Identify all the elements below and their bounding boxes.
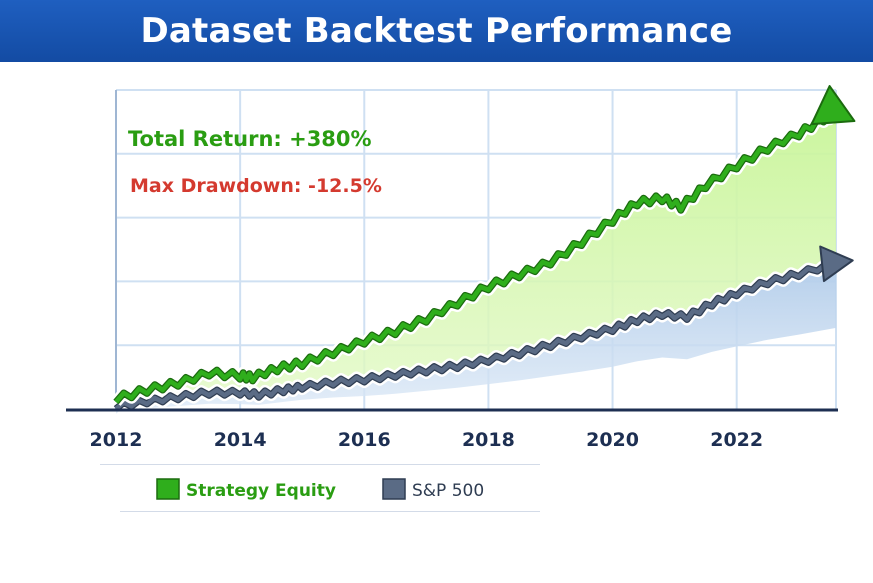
- chart-title: Dataset Backtest Performance: [140, 11, 733, 51]
- x-tick-label: 2012: [90, 429, 143, 451]
- legend-divider-top: [100, 464, 540, 465]
- legend: Strategy Equity S&P 500: [156, 478, 484, 501]
- sp500-arrowhead: [819, 245, 854, 283]
- x-axis: 2012 2014 2016 2018 2020 2022: [66, 408, 838, 451]
- benchmark-fill: [116, 267, 836, 414]
- x-tick-label: 2018: [462, 429, 515, 451]
- x-tick-label: 2022: [710, 429, 763, 451]
- x-tick-label: 2016: [338, 429, 391, 451]
- legend-label-strategy: Strategy Equity: [186, 481, 336, 501]
- strategy-arrowhead: [810, 85, 856, 126]
- annotations: Total Return: +380% Max Drawdown: -12.5%: [128, 127, 382, 197]
- legend-swatch-strategy: [156, 478, 180, 500]
- x-tick-label: 2014: [214, 429, 267, 451]
- fill-areas: [116, 116, 836, 414]
- title-banner: Dataset Backtest Performance: [0, 0, 873, 62]
- legend-divider-bottom: [120, 511, 540, 512]
- max-drawdown-annotation: Max Drawdown: -12.5%: [130, 175, 382, 197]
- strategy-fill: [116, 116, 836, 409]
- total-return-annotation: Total Return: +380%: [128, 127, 372, 151]
- series-sp500-line: [114, 260, 837, 411]
- x-tick-label: 2020: [586, 429, 639, 451]
- series-strategy-line: [114, 108, 837, 404]
- legend-swatch-sp500: [382, 478, 406, 500]
- series-lines: [111, 85, 856, 414]
- legend-label-sp500: S&P 500: [412, 481, 484, 501]
